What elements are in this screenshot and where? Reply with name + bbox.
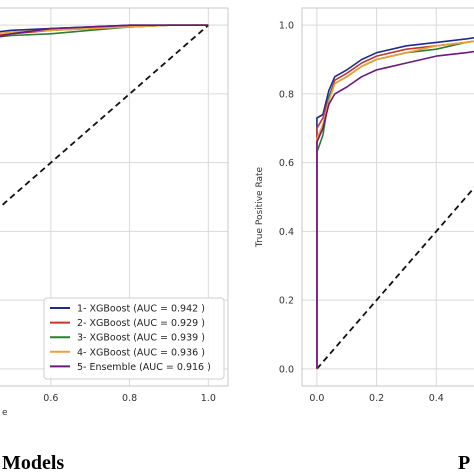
chance-reference-line <box>0 24 209 209</box>
x-axis-label: e <box>2 408 8 418</box>
roc-curve-series-3 <box>316 40 474 369</box>
chance-reference-line <box>316 186 474 370</box>
y-tick-label-0-4: 0.4 <box>279 227 294 238</box>
x-tick-label-0-0: 0.0 <box>309 393 324 404</box>
x-tick-label-0-4: 0.4 <box>429 393 444 404</box>
y-tick-label-0-2: 0.2 <box>279 296 294 307</box>
roc-curve-series-4 <box>316 40 474 369</box>
x-tick-label-0-2: 0.2 <box>369 393 384 404</box>
y-tick-label-0-6: 0.6 <box>279 158 294 169</box>
plot-frame <box>301 7 474 387</box>
legend-box <box>43 297 225 380</box>
x-tick-label-0-6: 0.6 <box>43 393 58 404</box>
right-roc-panel: 0.0 0.2 0.4 0.0 0.2 0.4 0.6 0.8 1.0 True Positive… <box>255 7 474 404</box>
roc-curve-series-5 <box>316 50 474 369</box>
plot-area <box>302 8 474 386</box>
legend: 1- XGBoost (AUC = 0.942 ) 2- XGBoost (AUC… <box>43 297 225 380</box>
left-roc-panel: 0.6 0.8 1.0 e 1- XGBoost (AUC = 0.942 ) 2- XG… <box>0 7 229 418</box>
roc-curve-series-5 <box>0 24 209 38</box>
plot-frame <box>0 7 229 387</box>
legend-label-3: 3- XGBoost (AUC = 0.939 ) <box>77 333 205 344</box>
y-axis-label: True Positive Rate <box>255 166 265 248</box>
roc-curve-series-2 <box>316 40 474 369</box>
left-panel-caption: Models <box>2 452 65 474</box>
legend-label-4: 4- XGBoost (AUC = 0.936 ) <box>77 347 205 358</box>
legend-label-5: 5- Ensemble (AUC = 0.916 ) <box>77 362 211 373</box>
plot-area <box>0 8 228 386</box>
legend-label-1: 1- XGBoost (AUC = 0.942 ) <box>77 304 205 315</box>
x-tick-label-0-8: 0.8 <box>122 393 137 404</box>
right-panel-caption: P <box>458 452 471 474</box>
y-tick-label-0-0: 0.0 <box>279 364 294 375</box>
x-tick-label-1-0: 1.0 <box>201 393 216 404</box>
roc-curve-series-1 <box>316 36 474 369</box>
y-tick-label-1-0: 1.0 <box>279 21 294 32</box>
legend-label-2: 2- XGBoost (AUC = 0.929 ) <box>77 318 205 329</box>
y-tick-label-0-8: 0.8 <box>279 89 294 100</box>
